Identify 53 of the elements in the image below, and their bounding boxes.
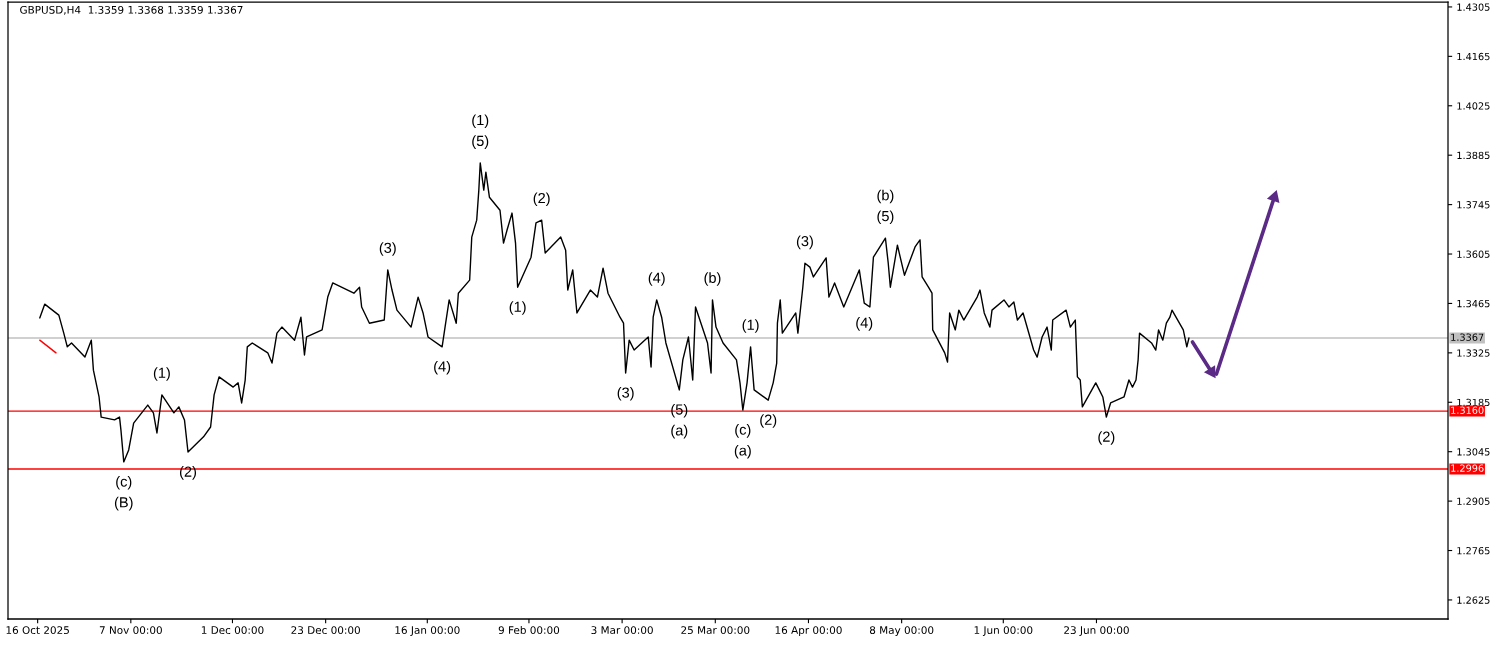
- x-tick-label: 1 Jun 00:00: [974, 626, 1033, 636]
- annotation: (1): [509, 301, 526, 315]
- annotation: (b): [877, 189, 894, 204]
- chart-title: GBPUSD,H4 1.3359 1.3368 1.3359 1.3367: [20, 5, 243, 15]
- x-tick-label: 23 Jun 00:00: [1064, 626, 1129, 636]
- y-tick-label: 1.3465: [1457, 299, 1490, 308]
- annotation: (3): [796, 235, 813, 250]
- annotation: (2): [760, 414, 777, 428]
- annotation: (1): [472, 114, 489, 129]
- annotation: (3): [617, 387, 634, 401]
- x-tick-label: 16 Apr 00:00: [775, 626, 842, 637]
- annotation: (b): [704, 272, 721, 286]
- y-tick-label: 1.3325: [1457, 349, 1490, 357]
- annotation: (c): [116, 475, 132, 490]
- annotation: (2): [1098, 431, 1115, 445]
- y-tick-label: 1.3045: [1457, 448, 1490, 456]
- annotation: (a): [671, 424, 688, 439]
- ref-line-label: 1.3367: [1451, 333, 1484, 341]
- x-tick-label: 25 Mar 00:00: [681, 626, 750, 635]
- y-tick-label: 1.3745: [1457, 201, 1490, 209]
- ref-line-label: 1.3160: [1451, 406, 1484, 414]
- y-tick-label: 1.2625: [1457, 596, 1490, 604]
- x-tick-label: 16 Oct 2025: [6, 626, 69, 635]
- annotation: (B): [114, 496, 133, 511]
- x-tick-label: 8 May 00:00: [869, 626, 934, 637]
- annotation: (4): [434, 360, 451, 375]
- annotation: (4): [648, 272, 665, 286]
- annotation: (2): [533, 192, 550, 207]
- y-tick-label: 1.3885: [1457, 151, 1490, 160]
- y-tick-label: 1.3605: [1457, 250, 1490, 258]
- annotation: (c): [735, 424, 751, 438]
- annotation: (2): [179, 466, 197, 480]
- annotation: (3): [379, 242, 396, 256]
- x-tick-label: 3 Mar 00:00: [591, 626, 653, 635]
- annotation: (5): [472, 135, 489, 149]
- x-tick-label: 1 Dec 00:00: [201, 626, 264, 635]
- annotation: (4): [856, 317, 873, 331]
- x-tick-label: 23 Dec 00:00: [291, 626, 360, 635]
- x-tick-label: 9 Feb 00:00: [498, 625, 560, 635]
- annotation: (1): [742, 319, 759, 333]
- annotation: (5): [877, 210, 894, 225]
- annotation: (a): [734, 444, 751, 459]
- y-tick-label: 1.4165: [1457, 52, 1490, 61]
- x-tick-label: 16 Jan 00:00: [395, 626, 460, 636]
- y-tick-label: 1.2765: [1457, 547, 1490, 555]
- annotation: (1): [153, 367, 170, 381]
- y-tick-label: 1.2905: [1457, 497, 1490, 505]
- y-tick-label: 1.3185: [1457, 398, 1490, 407]
- y-tick-label: 1.4025: [1457, 102, 1490, 110]
- y-tick-label: 1.4305: [1457, 3, 1490, 11]
- x-tick-label: 7 Nov 00:00: [99, 626, 162, 635]
- line-series: [39, 162, 1190, 463]
- ref-line-label: 1.2996: [1451, 464, 1484, 472]
